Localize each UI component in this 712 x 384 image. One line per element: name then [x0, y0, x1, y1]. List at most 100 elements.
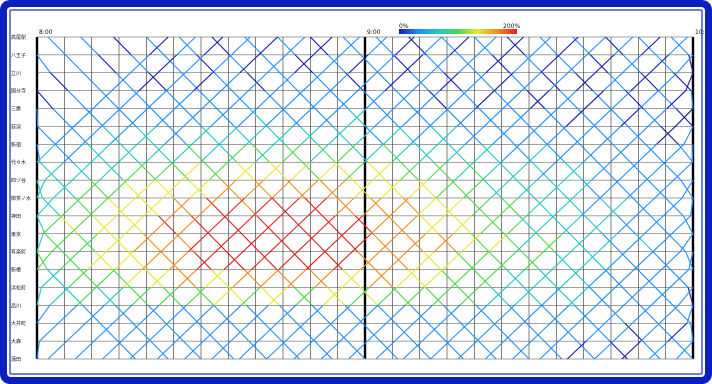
train-path-up	[242, 233, 263, 253]
train-path-down	[418, 179, 437, 199]
train-path-up	[303, 304, 324, 324]
train-path-up	[545, 179, 565, 199]
train-path-up	[421, 322, 442, 342]
train-path-up	[599, 179, 620, 199]
train-path-up	[642, 269, 662, 288]
train-path-up	[36, 251, 53, 270]
train-path-up	[145, 143, 165, 163]
train-path-down	[377, 72, 397, 92]
train-path-down	[410, 72, 430, 92]
train-path-down	[481, 143, 500, 163]
train-path-up	[36, 287, 42, 306]
train-path-up	[519, 126, 540, 145]
train-path-down	[322, 215, 341, 235]
train-path-up	[156, 340, 177, 360]
train-path-up	[70, 215, 90, 235]
train-path-down	[145, 269, 164, 288]
train-path-up	[221, 304, 242, 324]
train-path-up	[403, 54, 424, 74]
train-path-down	[248, 340, 267, 360]
train-path-down	[496, 126, 515, 145]
train-path-down	[241, 233, 260, 253]
train-path-up	[321, 54, 342, 74]
train-path-up	[673, 161, 693, 181]
train-path-up	[290, 161, 311, 181]
train-path-down	[317, 143, 336, 163]
train-path-down	[138, 161, 157, 181]
train-path-up	[105, 233, 126, 253]
train-path-up	[536, 161, 557, 181]
train-path-down	[52, 108, 71, 127]
train-path-up	[637, 143, 657, 163]
train-path-up	[59, 251, 80, 270]
train-path-up	[212, 54, 232, 74]
train-path-down	[529, 126, 548, 145]
train-path-up	[435, 179, 456, 199]
train-path-up	[104, 287, 124, 306]
train-path-up	[225, 197, 246, 217]
train-path-down	[559, 90, 578, 109]
train-path-up	[112, 304, 133, 324]
train-path-down	[94, 251, 114, 270]
train-path-up	[235, 161, 256, 181]
train-path-up	[384, 72, 405, 92]
train-path-down	[284, 143, 303, 163]
train-path-down	[309, 36, 329, 56]
train-path-down	[354, 215, 374, 235]
train-path-down	[687, 287, 694, 306]
train-path-up	[476, 322, 496, 342]
train-path-up	[375, 340, 396, 360]
train-path-up	[170, 197, 191, 217]
train-path-down	[160, 251, 179, 270]
train-path-down	[359, 287, 379, 306]
train-path-down	[576, 340, 595, 360]
train-path-up	[257, 322, 278, 342]
train-path-down	[652, 251, 671, 270]
train-path-down	[92, 215, 111, 235]
train-path-down	[362, 322, 381, 342]
train-path-up	[102, 340, 122, 360]
train-path-up	[594, 54, 615, 74]
train-path-down	[334, 161, 354, 181]
train-path-up	[639, 90, 659, 109]
train-path-up	[135, 179, 155, 199]
train-path-down	[639, 304, 659, 324]
station-label: 荻窪	[11, 123, 21, 130]
train-path-up	[391, 143, 411, 163]
train-path-up	[473, 143, 493, 163]
train-path-down	[395, 90, 414, 109]
train-path-up	[364, 143, 384, 163]
train-path-up	[273, 126, 294, 145]
train-path-down	[551, 215, 571, 235]
train-path-up	[85, 304, 105, 324]
train-path-up	[402, 340, 423, 360]
train-path-down	[478, 108, 498, 127]
train-path-up	[671, 215, 691, 235]
train-path-down	[372, 233, 391, 253]
train-path-down	[206, 197, 225, 217]
train-path-down	[269, 161, 288, 181]
train-path-up	[40, 269, 61, 288]
train-path-up	[153, 161, 174, 181]
train-path-down	[79, 269, 99, 288]
train-path-down	[226, 251, 245, 270]
train-path-down	[150, 340, 169, 360]
train-path-up	[299, 179, 319, 199]
train-path-up	[278, 251, 298, 270]
train-path-up	[566, 340, 587, 360]
train-path-down	[607, 72, 626, 92]
train-path-up	[143, 197, 164, 217]
train-path-up	[621, 340, 642, 360]
train-path-down	[370, 197, 389, 217]
train-path-up	[498, 197, 519, 217]
train-path-up	[130, 54, 150, 74]
train-path-up	[664, 143, 685, 163]
train-path-down	[586, 251, 606, 270]
train-path-up	[374, 108, 394, 127]
train-path-up	[282, 143, 302, 163]
train-path-up	[172, 143, 193, 163]
train-path-down	[438, 233, 457, 253]
train-path-down	[523, 287, 543, 306]
train-path-up	[122, 269, 143, 288]
train-path-up	[165, 72, 186, 92]
